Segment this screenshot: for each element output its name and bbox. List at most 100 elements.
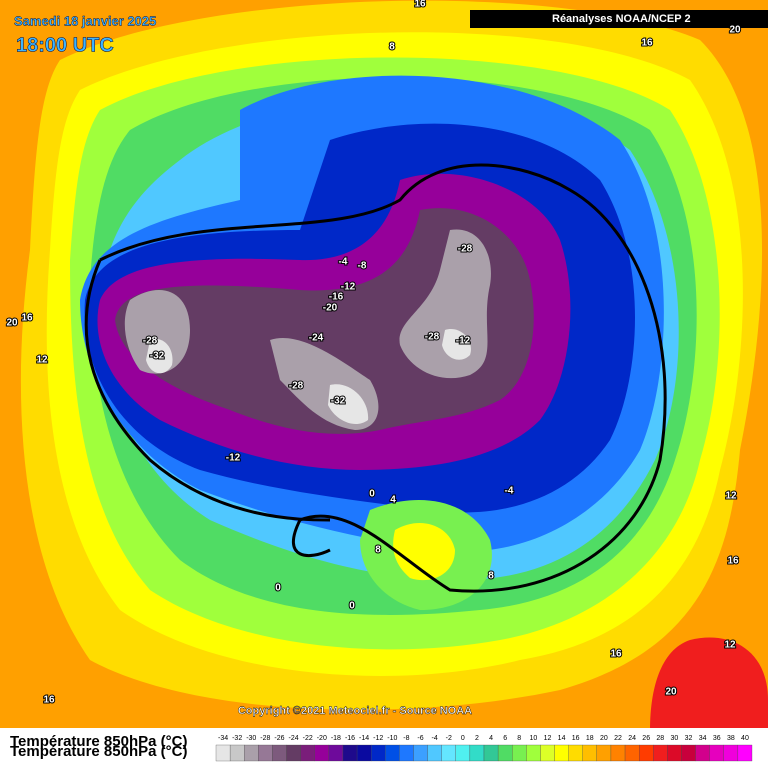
scale-swatch [272, 744, 287, 762]
contour-label: -32 [150, 351, 165, 362]
contour-label: -24 [309, 333, 324, 344]
scale-swatch [371, 744, 386, 762]
scale-label: 26 [642, 735, 650, 742]
scale-swatch [624, 744, 640, 762]
scale-label: -8 [403, 735, 409, 742]
scale-swatch [653, 744, 668, 762]
copyright: Copyright ©2021 Meteociel.fr - Source NO… [238, 705, 472, 717]
contour-label: 0 [275, 583, 281, 594]
scale-label: 24 [628, 735, 636, 742]
scale-label: -12 [373, 735, 383, 742]
scale-swatch [568, 744, 583, 762]
contour-label: -12 [226, 453, 241, 464]
scale-label: -28 [260, 735, 270, 742]
scale-label: -4 [432, 735, 438, 742]
contour-label: -4 [339, 257, 348, 268]
scale-swatch [328, 744, 344, 762]
scale-swatch [455, 744, 471, 762]
contour-label: 12 [36, 355, 48, 366]
scale-swatch [596, 744, 612, 762]
contour-label: 16 [727, 556, 739, 567]
contour-label: -8 [358, 261, 367, 272]
contour-label: 20 [729, 25, 741, 36]
scale-label: -16 [345, 735, 355, 742]
scale-label: 2 [475, 735, 479, 742]
scale-label: 28 [656, 735, 664, 742]
source-label: Réanalyses NOAA/NCEP 2 [552, 13, 691, 25]
contour-label: 12 [724, 640, 736, 651]
scale-label: 14 [558, 735, 566, 742]
contour-label: -4 [505, 486, 514, 497]
scale-swatch [469, 744, 485, 762]
scale-label: 18 [586, 735, 594, 742]
scale-label: -2 [446, 735, 452, 742]
scale-swatch [526, 744, 541, 762]
contour-label: 4 [390, 495, 396, 506]
scale-label: -24 [289, 735, 299, 742]
scale-label: 30 [671, 735, 679, 742]
contour-label: -16 [329, 292, 344, 303]
scale-swatch [427, 744, 442, 762]
scale-swatch [610, 744, 626, 762]
scale-label: -32 [232, 735, 242, 742]
contour-label: 8 [488, 571, 494, 582]
scale-swatch [244, 744, 259, 762]
scale-label: 4 [489, 735, 493, 742]
scale-swatch [497, 744, 513, 762]
temperature-field [0, 0, 768, 730]
date-label: Samedi 18 janvier 2025 [14, 13, 156, 28]
scale-label: 38 [727, 735, 735, 742]
time-label: 18:00 UTC [16, 34, 114, 56]
scale-label: 20 [600, 735, 608, 742]
scale-label: -10 [387, 735, 397, 742]
contour-label: 20 [665, 687, 677, 698]
scale-swatch [300, 744, 315, 762]
scale-swatch [286, 744, 301, 762]
scale-swatch [314, 744, 329, 762]
scale-swatch [399, 744, 414, 762]
color-scale: -34 -32 -30 -28 -26 -24 -22 -20 -18 -16 -14 -12 -10-… [215, 735, 753, 762]
scale-swatch [441, 744, 456, 762]
scale-swatch [413, 744, 428, 762]
contour-label: 0 [369, 489, 375, 500]
scale-swatch [540, 744, 555, 762]
scale-label: 6 [503, 735, 507, 742]
scale-swatch [554, 744, 569, 762]
scale-label: -30 [246, 735, 256, 742]
scale-label: -20 [317, 735, 327, 742]
scale-swatch [483, 744, 499, 762]
contour-label: 16 [610, 649, 622, 660]
scale-label: -18 [331, 735, 341, 742]
scale-label: 0 [461, 735, 465, 742]
scale-swatch [215, 744, 231, 762]
legend-title-shadow: Température 850hPa (°C) [10, 743, 187, 760]
scale-swatch [512, 744, 527, 762]
scale-swatch [723, 744, 739, 762]
legend-title: Température 850hPa (°C) [10, 733, 187, 750]
scale-label: -6 [417, 735, 423, 742]
scale-swatch [681, 744, 696, 762]
contour-label: 16 [641, 38, 653, 49]
scale-swatch [709, 744, 724, 762]
scale-swatch [356, 744, 372, 762]
contour-label: 8 [389, 42, 395, 53]
contour-label: 16 [43, 695, 55, 706]
contour-label: -12 [341, 282, 356, 293]
source-bar [470, 10, 768, 28]
contour-label: -12 [456, 336, 471, 347]
scale-label: -22 [303, 735, 313, 742]
contour-label: -28 [458, 244, 473, 255]
scale-swatch [695, 744, 710, 762]
contour-label: -28 [289, 381, 304, 392]
scale-label: -14 [359, 735, 369, 742]
contour-label: -28 [425, 332, 440, 343]
scale-label: 8 [517, 735, 521, 742]
scale-label: 32 [685, 735, 693, 742]
scale-swatch [582, 744, 597, 762]
contour-label: -20 [323, 303, 338, 314]
scale-label: 40 [741, 735, 749, 742]
scale-label: -34 [218, 735, 228, 742]
scale-swatch [229, 744, 245, 762]
